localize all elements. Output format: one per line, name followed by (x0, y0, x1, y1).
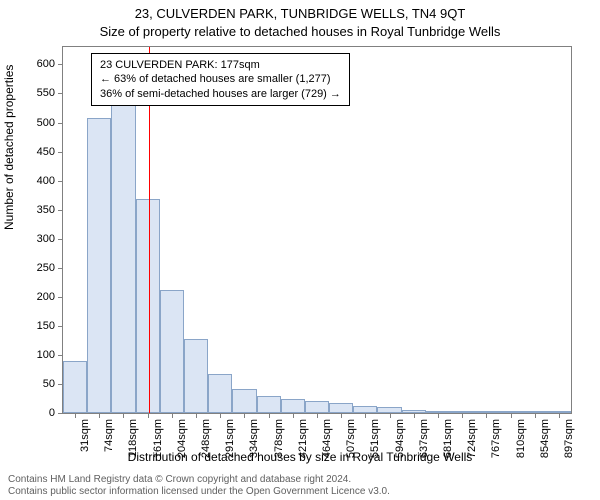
y-tick-label: 400 (15, 175, 63, 187)
y-tick-label: 450 (15, 146, 63, 158)
x-tick-mark (341, 413, 342, 418)
y-tick-mark (58, 355, 63, 356)
x-tick-mark (390, 413, 391, 418)
y-tick-label: 250 (15, 262, 63, 274)
x-tick-mark (414, 413, 415, 418)
y-tick-label: 100 (15, 349, 63, 361)
histogram-bar (305, 401, 329, 413)
histogram-bar (87, 118, 111, 413)
x-tick-mark (535, 413, 536, 418)
annotation-line: 36% of semi-detached houses are larger (… (100, 87, 341, 101)
y-tick-mark (58, 326, 63, 327)
x-tick-mark (220, 413, 221, 418)
plot-area: 05010015020025030035040045050055060031sq… (62, 46, 572, 414)
y-tick-label: 550 (15, 87, 63, 99)
annotation-line: 23 CULVERDEN PARK: 177sqm (100, 58, 341, 72)
x-tick-mark (99, 413, 100, 418)
x-tick-mark (365, 413, 366, 418)
histogram-bar (353, 406, 377, 413)
y-tick-label: 350 (15, 204, 63, 216)
annotation-box: 23 CULVERDEN PARK: 177sqm← 63% of detach… (91, 53, 350, 106)
histogram-bar (329, 403, 353, 413)
x-tick-mark (75, 413, 76, 418)
x-tick-mark (438, 413, 439, 418)
x-tick-mark (293, 413, 294, 418)
histogram-bar (257, 396, 281, 413)
chart-title-sub: Size of property relative to detached ho… (0, 24, 600, 39)
y-tick-label: 150 (15, 320, 63, 332)
x-tick-mark (559, 413, 560, 418)
y-tick-mark (58, 268, 63, 269)
x-tick-label: 31sqm (79, 419, 91, 452)
x-tick-mark (148, 413, 149, 418)
x-tick-mark (269, 413, 270, 418)
y-tick-mark (58, 239, 63, 240)
x-tick-mark (511, 413, 512, 418)
annotation-line: ← 63% of detached houses are smaller (1,… (100, 72, 341, 86)
x-tick-mark (172, 413, 173, 418)
y-tick-mark (58, 152, 63, 153)
x-tick-mark (244, 413, 245, 418)
y-tick-label: 200 (15, 291, 63, 303)
footer-line-2: Contains public sector information licen… (8, 486, 390, 498)
x-tick-mark (486, 413, 487, 418)
y-tick-mark (58, 123, 63, 124)
x-tick-mark (462, 413, 463, 418)
chart-footer: Contains HM Land Registry data © Crown c… (8, 474, 390, 498)
y-tick-label: 50 (15, 378, 63, 390)
histogram-bar (63, 361, 87, 413)
y-tick-mark (58, 181, 63, 182)
y-axis-label: Number of detached properties (2, 65, 16, 230)
x-tick-mark (196, 413, 197, 418)
y-tick-label: 0 (15, 407, 63, 419)
y-tick-label: 600 (15, 58, 63, 70)
y-tick-mark (58, 297, 63, 298)
histogram-bar (208, 374, 232, 414)
x-tick-label: 74sqm (103, 419, 115, 452)
y-tick-mark (58, 64, 63, 65)
y-tick-label: 300 (15, 233, 63, 245)
histogram-bar (184, 339, 208, 413)
chart-title-main: 23, CULVERDEN PARK, TUNBRIDGE WELLS, TN4… (0, 6, 600, 21)
x-tick-mark (317, 413, 318, 418)
chart-container: 23, CULVERDEN PARK, TUNBRIDGE WELLS, TN4… (0, 0, 600, 500)
y-tick-mark (58, 210, 63, 211)
y-tick-mark (58, 413, 63, 414)
x-axis-label: Distribution of detached houses by size … (0, 450, 600, 464)
footer-line-1: Contains HM Land Registry data © Crown c… (8, 474, 390, 486)
histogram-bar (232, 389, 256, 413)
x-tick-mark (123, 413, 124, 418)
histogram-bar (281, 399, 305, 413)
histogram-bar (160, 290, 184, 413)
histogram-bar (111, 93, 135, 413)
y-tick-label: 500 (15, 117, 63, 129)
y-tick-mark (58, 93, 63, 94)
